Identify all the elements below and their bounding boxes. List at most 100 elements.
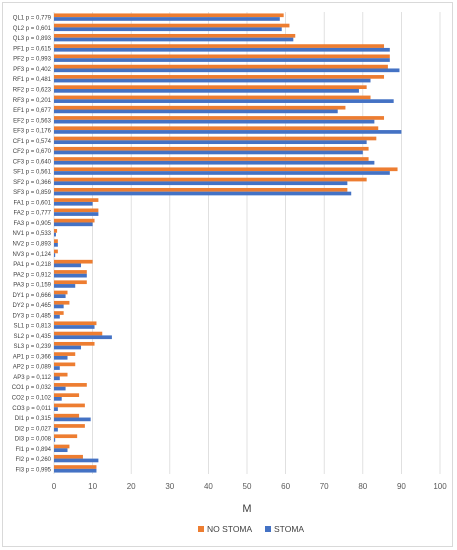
category-label: SF1 p = 0,561 (13, 170, 52, 176)
bar-no-stoma (54, 300, 70, 305)
bar-no-stoma (54, 75, 385, 79)
bar-stoma (54, 438, 56, 442)
bar-stoma (54, 325, 95, 329)
legend-label-stoma: STOMA (274, 524, 304, 534)
category-label: DY3 p = 0,485 (12, 313, 51, 319)
category-label: CO3 p = 0,011 (12, 406, 51, 412)
legend-swatch-stoma (265, 526, 271, 532)
bar-no-stoma (54, 434, 78, 439)
category-label: SL2 p = 0,435 (13, 334, 51, 340)
category-label: DI2 p = 0,027 (15, 426, 52, 432)
category-label: SF3 p = 0,859 (13, 190, 52, 196)
bar-no-stoma (54, 454, 83, 459)
category-label: RF1 p = 0,481 (13, 77, 52, 83)
bar-no-stoma (54, 218, 95, 223)
bar-stoma (54, 37, 294, 42)
category-label: SL1 p = 0,813 (13, 324, 51, 330)
category-labels: QL1 p = 0,779 QL2 p = 0,601 QL3 p = 0,893 P… (12, 16, 52, 474)
bar-stoma (54, 212, 99, 216)
bar-stoma (54, 284, 76, 288)
x-tick-label: 50 (243, 482, 252, 491)
bar-no-stoma (54, 352, 76, 356)
bar-no-stoma (54, 208, 99, 213)
bar-stoma (54, 191, 352, 196)
bar-no-stoma (54, 229, 58, 233)
category-label: EF2 p = 0,563 (13, 118, 52, 124)
bar-stoma (54, 345, 82, 350)
bar-stoma (54, 458, 99, 463)
bar-no-stoma (54, 393, 80, 397)
bar-stoma (54, 407, 58, 411)
bar-no-stoma (54, 270, 87, 274)
bar-stoma (54, 376, 60, 381)
chart-frame (2, 2, 453, 547)
bar-stoma (54, 119, 375, 124)
bar-no-stoma (54, 33, 296, 38)
legend-swatch-no-stoma (198, 526, 204, 532)
bar-no-stoma (54, 321, 97, 326)
bar-no-stoma (54, 126, 379, 131)
bar-stoma (54, 160, 375, 165)
bar-no-stoma (54, 64, 388, 69)
category-label: AP3 p = 0,112 (13, 375, 51, 381)
bar-stoma (54, 140, 367, 145)
x-tick-labels: 0 10 20 30 40 50 60 70 80 90 100 (52, 482, 447, 491)
category-label: FA3 p = 0,905 (13, 221, 51, 227)
category-label: CF2 p = 0,670 (13, 149, 52, 155)
category-label: CO2 p = 0,102 (12, 396, 52, 402)
bar-stoma (54, 171, 390, 175)
bars (54, 13, 402, 473)
category-label: RF2 p = 0,623 (13, 88, 52, 94)
bar-stoma (54, 304, 64, 309)
x-tick-label: 60 (281, 482, 290, 491)
bar-no-stoma (54, 444, 70, 449)
x-tick-label: 70 (320, 482, 329, 491)
bar-stoma (54, 294, 66, 299)
x-tick-label: 30 (165, 482, 174, 491)
bar-stoma (54, 468, 97, 473)
x-tick-label: 0 (52, 482, 57, 491)
category-label: PA2 p = 0,912 (13, 272, 51, 278)
category-label: PA1 p = 0,218 (13, 262, 51, 268)
bar-stoma (54, 27, 282, 32)
bar-stoma (54, 232, 56, 237)
bar-no-stoma (54, 249, 58, 254)
bar-stoma (54, 68, 400, 73)
category-label: DY1 p = 0,666 (12, 293, 51, 299)
category-label: SF2 p = 0,366 (13, 180, 52, 186)
bar-no-stoma (54, 280, 87, 285)
category-label: RF3 p = 0,201 (13, 98, 52, 104)
bar-stoma (54, 335, 112, 340)
bar-no-stoma (54, 290, 68, 295)
x-tick-label: 80 (358, 482, 367, 491)
bar-stoma (54, 78, 371, 83)
bar-no-stoma (54, 465, 97, 469)
x-tick-label: 10 (88, 482, 97, 491)
category-label: CF3 p = 0,640 (13, 159, 52, 165)
bar-no-stoma (54, 105, 346, 110)
bar-no-stoma (54, 311, 64, 315)
category-label: PA3 p = 0,159 (13, 283, 51, 289)
category-label: EF3 p = 0,176 (13, 129, 52, 135)
x-tick-label: 20 (127, 482, 136, 491)
category-label: NV3 p = 0,124 (12, 252, 51, 258)
category-label: DI3 p = 0,008 (15, 437, 52, 443)
bar-no-stoma (54, 85, 367, 89)
bar-stoma (54, 314, 60, 319)
category-label: NV2 p = 0,893 (12, 242, 51, 248)
x-tick-label: 100 (433, 482, 447, 491)
x-axis-label: M (242, 503, 251, 515)
bar-no-stoma (54, 95, 371, 100)
bar-no-stoma (54, 331, 103, 336)
bar-stoma (54, 17, 280, 21)
category-label: QL1 p = 0,779 (13, 16, 52, 22)
bar-no-stoma (54, 54, 390, 59)
bar-no-stoma (54, 424, 85, 428)
category-label: NV1 p = 0,533 (12, 231, 51, 237)
bar-no-stoma (54, 362, 76, 367)
bar-stoma (54, 130, 402, 134)
category-label: FA2 p = 0,777 (13, 211, 51, 217)
bar-stoma (54, 253, 56, 257)
legend: NO STOMA STOMA (198, 524, 304, 534)
